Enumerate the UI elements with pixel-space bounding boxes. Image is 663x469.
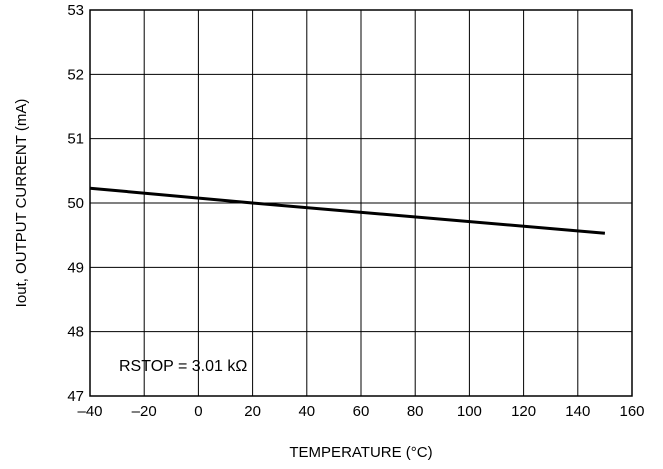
x-tick-labels: –40 –20 0 20 40 60 80 100 120 140 160: [77, 403, 644, 420]
series-group: [89, 186, 606, 235]
x-tick-label: 20: [244, 403, 261, 420]
x-tick-label: 120: [511, 403, 536, 420]
x-axis-title: TEMPERATURE (°C): [289, 444, 432, 461]
x-tick-label: 140: [565, 403, 590, 420]
y-tick-label: 53: [67, 2, 84, 19]
plot-frame: [89, 9, 633, 397]
x-tick-label: –40: [77, 403, 102, 420]
y-tick-label: 49: [67, 259, 84, 276]
series-line: [89, 186, 606, 235]
x-tick-label: 40: [298, 403, 315, 420]
x-tick-label: 100: [457, 403, 482, 420]
x-tick-label: 0: [194, 403, 202, 420]
grid: [89, 9, 633, 397]
y-tick-label: 48: [67, 324, 84, 341]
y-tick-labels: 47 48 49 50 51 52 53: [67, 2, 84, 405]
y-axis-title: Iout, OUTPUT CURRENT (mA): [13, 99, 30, 308]
x-tick-label: 160: [619, 403, 644, 420]
x-tick-label: 60: [353, 403, 370, 420]
x-tick-label: 80: [407, 403, 424, 420]
rstop-annotation: RSTOP = 3.01 kΩ: [119, 358, 247, 375]
y-tick-label: 51: [67, 131, 84, 148]
x-tick-label: –20: [132, 403, 157, 420]
y-tick-label: 50: [67, 195, 84, 212]
y-tick-label: 47: [67, 388, 84, 405]
y-tick-label: 52: [67, 66, 84, 83]
